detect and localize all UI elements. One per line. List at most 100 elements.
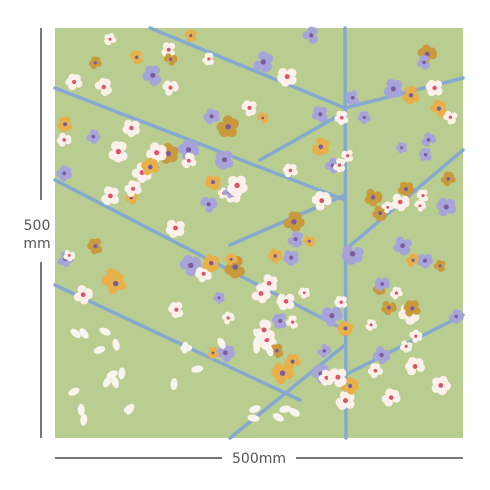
- flower: [108, 141, 128, 163]
- flower: [335, 390, 355, 410]
- flower: [334, 295, 348, 309]
- flower-center: [288, 168, 293, 173]
- flower-petal: [450, 112, 458, 119]
- flower: [56, 165, 72, 182]
- flower-center: [291, 320, 295, 324]
- flower-center: [201, 271, 206, 276]
- flower: [277, 68, 297, 87]
- flower-center: [329, 313, 335, 319]
- falling-petal: [180, 344, 193, 352]
- flower-center: [446, 177, 451, 181]
- flower-petal: [341, 383, 350, 392]
- flower: [425, 79, 443, 97]
- flower-center: [101, 84, 107, 90]
- flower: [181, 152, 197, 169]
- flower-petal: [165, 88, 173, 96]
- flower-center: [115, 148, 122, 155]
- flower-petal: [401, 142, 407, 149]
- falling-petal: [191, 365, 204, 373]
- flower: [433, 259, 446, 273]
- flower-center: [432, 85, 437, 91]
- flower-petal: [362, 111, 369, 117]
- flower: [142, 65, 162, 86]
- flower: [272, 313, 287, 329]
- flower: [334, 110, 349, 126]
- flower: [372, 346, 391, 364]
- flower-center: [289, 255, 294, 260]
- flower-center: [173, 225, 178, 231]
- flower-petal: [382, 349, 391, 358]
- flower-petal: [290, 315, 297, 322]
- flower-petal: [204, 254, 213, 263]
- flower-petal: [345, 392, 355, 402]
- flower: [141, 157, 160, 176]
- flower-petal: [313, 106, 322, 115]
- flower-petal: [278, 313, 287, 321]
- flower: [436, 197, 456, 217]
- flower-center: [411, 258, 415, 262]
- flower-center: [438, 383, 444, 388]
- flower: [381, 388, 401, 407]
- flower: [381, 300, 397, 316]
- flower-center: [318, 112, 323, 117]
- falling-petal: [272, 413, 284, 422]
- flower: [302, 26, 319, 44]
- flower-center: [293, 237, 298, 242]
- flower-petal: [260, 281, 269, 291]
- falling-petal: [252, 328, 263, 340]
- flower-center: [426, 138, 431, 142]
- flower: [214, 150, 234, 170]
- flower-petal: [324, 346, 331, 353]
- flower-petal: [273, 363, 284, 374]
- flower-petal: [169, 146, 179, 156]
- flower: [333, 158, 346, 173]
- flower-petal: [321, 192, 330, 202]
- flower: [162, 80, 179, 96]
- flower-center: [217, 296, 221, 300]
- flower-petal: [336, 295, 343, 302]
- flower-petal: [183, 254, 193, 265]
- flower-petal: [269, 248, 277, 256]
- flower: [365, 319, 378, 331]
- flower-petal: [124, 195, 131, 202]
- flower-petal: [211, 110, 220, 118]
- flower-center: [150, 72, 156, 78]
- flower-petal: [447, 118, 454, 125]
- flower-petal: [439, 260, 446, 267]
- flower-petal: [186, 266, 196, 277]
- flower: [216, 115, 239, 138]
- flower-center: [223, 350, 228, 356]
- flower-center: [390, 86, 396, 92]
- flower: [311, 137, 330, 156]
- flower-center: [378, 211, 383, 216]
- flower-petal: [73, 292, 83, 302]
- flower-center: [350, 95, 355, 100]
- falling-petal: [111, 376, 119, 389]
- flower-petal: [421, 138, 429, 146]
- flower-petal: [374, 205, 382, 213]
- flower-center: [380, 282, 385, 286]
- flower-center: [273, 254, 278, 258]
- flower-petal: [378, 356, 387, 364]
- flower: [440, 171, 456, 187]
- flower-petal: [174, 301, 183, 310]
- flower: [267, 248, 283, 264]
- flower-petal: [308, 36, 317, 44]
- flower-petal: [422, 55, 429, 62]
- falling-petal: [170, 378, 178, 391]
- flower: [200, 196, 218, 213]
- flower-petal: [69, 251, 76, 258]
- flower-center: [335, 374, 341, 380]
- flower-petal: [340, 111, 348, 118]
- flower-petal: [129, 198, 136, 205]
- flower-petal: [431, 383, 441, 393]
- flower-petal: [311, 144, 321, 154]
- flower-center: [388, 395, 394, 400]
- falling-petal: [247, 414, 260, 422]
- flower: [122, 119, 140, 138]
- flower-petal: [366, 188, 375, 198]
- flower-petal: [100, 87, 110, 96]
- flower-petal: [401, 340, 408, 347]
- flower-petal: [408, 86, 417, 95]
- flower: [381, 201, 394, 214]
